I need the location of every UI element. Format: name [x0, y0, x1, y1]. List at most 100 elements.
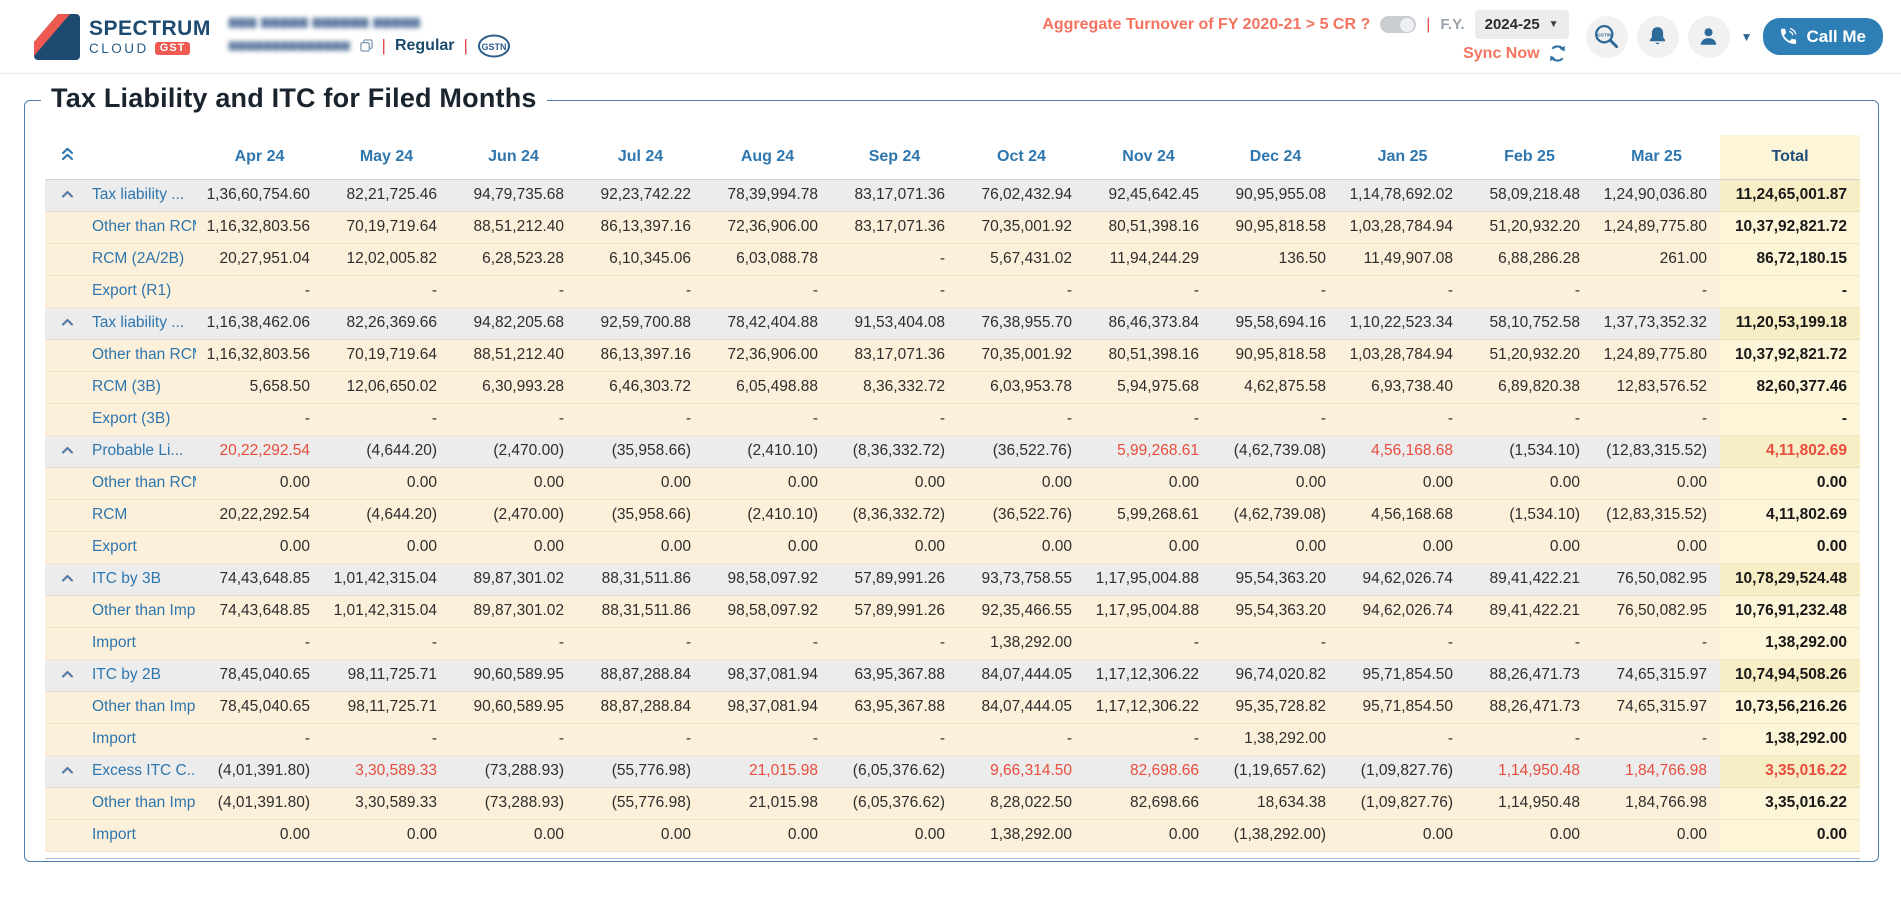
row-chevron-cell[interactable]: [45, 307, 89, 340]
table-row: Export 0.00 0.00 0.00 0.00 0.00 0.00 0.00 0.00 0…: [45, 531, 1860, 564]
value-cell: 88,51,212.40: [450, 211, 577, 244]
value-cell: 89,41,422.21: [1466, 595, 1593, 628]
svg-text:GSTN: GSTN: [481, 42, 506, 52]
total-cell: -: [1720, 403, 1860, 436]
aggregate-turnover-question: Aggregate Turnover of FY 2020-21 > 5 CR …: [1042, 15, 1371, 33]
value-cell: 5,658.50: [196, 371, 323, 404]
month-header: Jan 25: [1339, 135, 1466, 180]
value-cell: 80,51,398.16: [1085, 339, 1212, 372]
value-cell: 1,16,32,803.56: [196, 339, 323, 372]
row-chevron-cell[interactable]: [45, 179, 89, 212]
row-label: RCM (3B): [89, 371, 196, 404]
value-cell: 9,66,314.50: [958, 755, 1085, 788]
row-chevron-cell[interactable]: [45, 755, 89, 788]
value-cell: 0.00: [1466, 819, 1593, 852]
row-chevron-cell[interactable]: [45, 659, 89, 692]
value-cell: 78,39,994.78: [704, 179, 831, 212]
top-header: SPECTRUM CLOUD GST ▆▆▆ ▆▆▆▆▆ ▆▆▆▆▆▆ ▆▆▆▆…: [0, 0, 1901, 74]
total-cell: 10,76,91,232.48: [1720, 595, 1860, 628]
value-cell: -: [831, 627, 958, 660]
account-chevron-down-icon[interactable]: ▼: [1740, 29, 1753, 44]
sync-now-link[interactable]: Sync Now: [1463, 44, 1540, 62]
collapse-row-icon[interactable]: [60, 670, 75, 679]
fy-dropdown[interactable]: 2024-25 ▼: [1474, 10, 1569, 39]
value-cell: -: [196, 627, 323, 660]
collapse-all-icon[interactable]: [60, 147, 75, 161]
month-header: Dec 24: [1212, 135, 1339, 180]
value-cell: 12,83,576.52: [1593, 371, 1720, 404]
value-cell: 0.00: [450, 819, 577, 852]
value-cell: (4,62,739.08): [1212, 499, 1339, 532]
month-header: Jun 24: [450, 135, 577, 180]
table-row: Tax liability ... 1,36,60,754.60 82,21,72…: [45, 179, 1860, 212]
value-cell: (6,05,376.62): [831, 787, 958, 820]
gstin-search-icon: GSTIN: [1595, 25, 1619, 49]
row-label: ITC by 2B: [89, 659, 196, 692]
value-cell: 1,36,60,754.60: [196, 179, 323, 212]
value-cell: -: [1085, 403, 1212, 436]
value-cell: -: [831, 275, 958, 308]
value-cell: 21,015.98: [704, 787, 831, 820]
value-cell: 84,07,444.05: [958, 691, 1085, 724]
value-cell: 5,94,975.68: [1085, 371, 1212, 404]
value-cell: 1,38,292.00: [958, 627, 1085, 660]
value-cell: 261.00: [1593, 243, 1720, 276]
total-cell: 3,35,016.22: [1720, 787, 1860, 820]
value-cell: 6,30,993.28: [450, 371, 577, 404]
value-cell: 136.50: [1212, 243, 1339, 276]
value-cell: 21,015.98: [704, 755, 831, 788]
month-header: Jul 24: [577, 135, 704, 180]
total-cell: 11,24,65,001.87: [1720, 179, 1860, 212]
value-cell: (6,05,376.62): [831, 755, 958, 788]
value-cell: 95,54,363.20: [1212, 595, 1339, 628]
row-chevron-cell: [45, 531, 89, 564]
row-chevron-cell[interactable]: [45, 435, 89, 468]
value-cell: 98,37,081.94: [704, 659, 831, 692]
notifications-button[interactable]: [1636, 15, 1679, 58]
total-cell: 4,11,802.69: [1720, 435, 1860, 468]
value-cell: 95,58,694.16: [1212, 307, 1339, 340]
value-cell: 93,73,758.55: [958, 563, 1085, 596]
total-cell: -: [1720, 275, 1860, 308]
value-cell: -: [958, 275, 1085, 308]
value-cell: -: [1085, 275, 1212, 308]
value-cell: 63,95,367.88: [831, 659, 958, 692]
value-cell: 0.00: [831, 531, 958, 564]
collapse-all-header[interactable]: [45, 135, 89, 180]
gstin-search-button[interactable]: GSTIN: [1585, 15, 1628, 58]
collapse-row-icon[interactable]: [60, 190, 75, 199]
value-cell: 76,50,082.95: [1593, 595, 1720, 628]
call-me-button[interactable]: Call Me: [1763, 18, 1883, 55]
collapse-row-icon[interactable]: [60, 574, 75, 583]
row-label: Other than RCM...: [89, 339, 196, 372]
value-cell: 0.00: [831, 467, 958, 500]
table-row: Other than Imp... 78,45,040.6598,11,725.…: [45, 691, 1860, 724]
collapse-row-icon[interactable]: [60, 766, 75, 775]
value-cell: 94,62,026.74: [1339, 595, 1466, 628]
value-cell: 57,89,991.26: [831, 563, 958, 596]
value-cell: (35,958.66): [577, 499, 704, 532]
logo-name: SPECTRUM: [89, 16, 211, 40]
row-chevron-cell: [45, 627, 89, 660]
value-cell: 90,95,818.58: [1212, 339, 1339, 372]
copy-icon[interactable]: [359, 39, 373, 52]
value-cell: -: [1339, 275, 1466, 308]
value-cell: (73,288.93): [450, 787, 577, 820]
account-button[interactable]: [1687, 15, 1730, 58]
value-cell: 94,62,026.74: [1339, 563, 1466, 596]
aggregate-turnover-toggle[interactable]: [1380, 16, 1417, 33]
sync-refresh-icon[interactable]: [1548, 44, 1567, 63]
value-cell: 0.00: [196, 819, 323, 852]
value-cell: (4,01,391.80): [196, 787, 323, 820]
total-cell: 10,74,94,508.26: [1720, 659, 1860, 692]
value-cell: -: [704, 403, 831, 436]
row-chevron-cell[interactable]: [45, 563, 89, 596]
value-cell: (35,958.66): [577, 435, 704, 468]
value-cell: 98,11,725.71: [323, 691, 450, 724]
value-cell: 8,36,332.72: [831, 371, 958, 404]
value-cell: 0.00: [1339, 467, 1466, 500]
collapse-row-icon[interactable]: [60, 446, 75, 455]
collapse-row-icon[interactable]: [60, 318, 75, 327]
spectrum-logo-mark-icon: [34, 13, 80, 60]
value-cell: 89,87,301.02: [450, 595, 577, 628]
